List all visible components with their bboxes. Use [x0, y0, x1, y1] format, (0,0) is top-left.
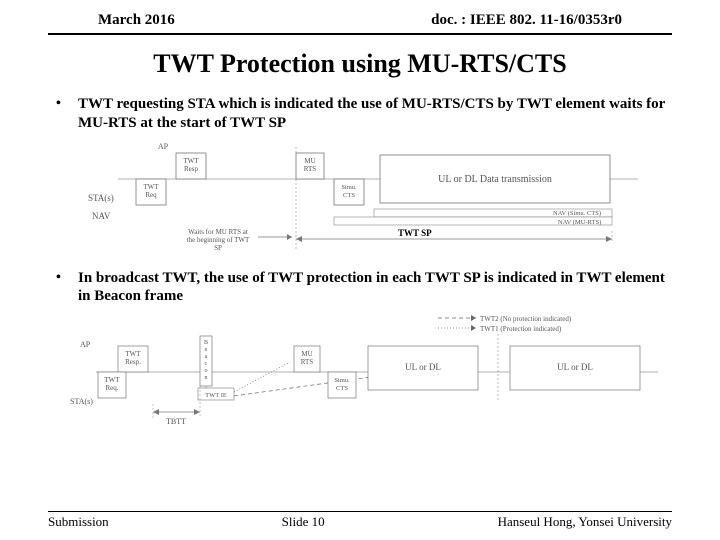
- diagram-1: AP STA(s) NAV TWT Req TWT Resp MU RTS Si…: [58, 139, 662, 259]
- d1-sta-label: STA(s): [88, 193, 114, 203]
- d2-sta-label: STA(s): [70, 397, 93, 406]
- d1-twtsp-label: TWT SP: [398, 228, 432, 238]
- d1-nav-label: NAV: [92, 211, 111, 221]
- svg-text:Simu.: Simu.: [334, 377, 350, 384]
- d2-legend-twt2: TWT2 (No protection indicated): [480, 315, 572, 323]
- d2-tbtt-label: TBTT: [166, 417, 186, 426]
- svg-text:TWT: TWT: [104, 376, 120, 384]
- d2-uldl-1: UL or DL: [405, 362, 441, 372]
- svg-text:Simu.: Simu.: [341, 184, 357, 191]
- svg-text:Waits for MU RTS at: Waits for MU RTS at: [188, 228, 248, 236]
- svg-text:MU: MU: [304, 157, 315, 165]
- svg-text:RTS: RTS: [301, 358, 314, 366]
- svg-text:the beginning of TWT: the beginning of TWT: [187, 236, 250, 244]
- svg-text:c: c: [205, 361, 208, 367]
- svg-text:TWT: TWT: [125, 350, 141, 358]
- slide-footer: Submission Slide 10 Hanseul Hong, Yonsei…: [48, 511, 672, 530]
- diagram-2: TWT2 (No protection indicated) TWT1 (Pro…: [58, 312, 662, 432]
- svg-text:o: o: [205, 368, 208, 374]
- svg-text:TWT: TWT: [143, 183, 159, 191]
- svg-text:MU: MU: [301, 350, 312, 358]
- d2-uldl-2: UL or DL: [557, 362, 593, 372]
- svg-text:n: n: [205, 375, 208, 381]
- bullet-2: • In broadcast TWT, the use of TWT prote…: [0, 269, 720, 307]
- svg-text:CTS: CTS: [336, 385, 348, 392]
- svg-text:RTS: RTS: [304, 165, 317, 173]
- footer-center: Slide 10: [282, 514, 325, 530]
- slide-title: TWT Protection using MU-RTS/CTS: [0, 49, 720, 79]
- footer-left: Submission: [48, 514, 109, 530]
- svg-text:CTS: CTS: [343, 192, 355, 199]
- bullet-dot-icon: •: [56, 269, 78, 307]
- svg-text:Req: Req: [145, 191, 157, 199]
- svg-text:Resp.: Resp.: [125, 358, 141, 366]
- bullet-2-text: In broadcast TWT, the use of TWT protect…: [78, 269, 672, 307]
- bullet-dot-icon: •: [56, 95, 78, 133]
- footer-right: Hanseul Hong, Yonsei University: [498, 514, 672, 530]
- d2-ap-label: AP: [80, 340, 91, 349]
- d1-data-box: UL or DL Data transmission: [438, 174, 552, 185]
- header-docref: doc. : IEEE 802. 11-16/0353r0: [431, 12, 622, 29]
- svg-text:a: a: [205, 354, 208, 360]
- slide-header: March 2016 doc. : IEEE 802. 11-16/0353r0: [48, 0, 672, 35]
- bullet-1-text: TWT requesting STA which is indicated th…: [78, 95, 672, 133]
- svg-text:Resp: Resp: [184, 165, 199, 173]
- svg-text:e: e: [205, 347, 208, 353]
- svg-text:Req.: Req.: [105, 384, 118, 392]
- d2-legend-twt1: TWT1 (Protection indicated): [480, 325, 562, 333]
- d1-ap-label: AP: [158, 142, 169, 151]
- header-date: March 2016: [98, 12, 175, 29]
- d1-nav-murts: NAV (MU-RTS): [558, 219, 601, 226]
- bullet-1: • TWT requesting STA which is indicated …: [0, 95, 720, 133]
- svg-text:TWT: TWT: [183, 157, 199, 165]
- svg-text:B: B: [204, 340, 208, 346]
- svg-text:SP: SP: [214, 244, 222, 252]
- d1-nav-simucts: NAV (Simu. CTS): [553, 210, 601, 217]
- d2-twt-ie: TWT IE: [205, 392, 227, 399]
